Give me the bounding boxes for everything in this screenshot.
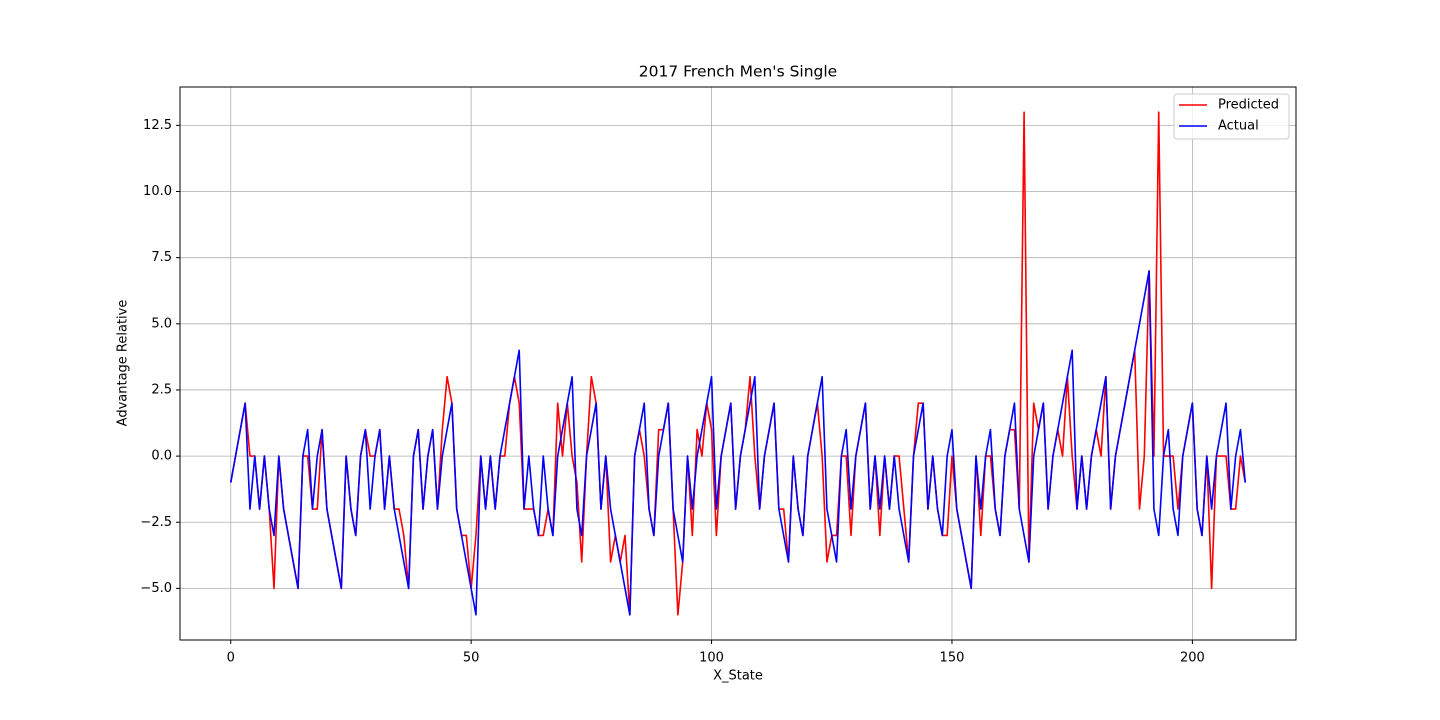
y-tick-label: −2.5: [140, 515, 172, 530]
y-tick-label: −5.0: [140, 581, 172, 596]
y-tick-label: 10.0: [143, 184, 172, 199]
x-tick-label: 50: [463, 651, 480, 666]
y-tick-label: 2.5: [151, 382, 172, 397]
data-line: [229, 270, 1247, 616]
x-tick-label: 200: [1180, 651, 1205, 666]
y-tick-label: 5.0: [151, 316, 172, 331]
legend: Predicted Actual: [1173, 93, 1290, 140]
legend-label: Actual: [1218, 119, 1259, 134]
x-tick-label: 150: [940, 651, 965, 666]
x-tick-label: 100: [699, 651, 724, 666]
chart-title: 2017 French Men's Single: [639, 63, 837, 81]
x-tick-label: 0: [227, 651, 235, 666]
plot-frame: [179, 86, 1297, 641]
y-tick-label: 7.5: [151, 250, 172, 265]
x-axis-label: X_State: [713, 669, 763, 684]
legend-label: Predicted: [1218, 98, 1279, 113]
y-tick-label: 12.5: [143, 118, 172, 133]
y-tick-label: 0.0: [151, 449, 172, 464]
y-axis-label: Advantage Relative: [116, 300, 131, 427]
